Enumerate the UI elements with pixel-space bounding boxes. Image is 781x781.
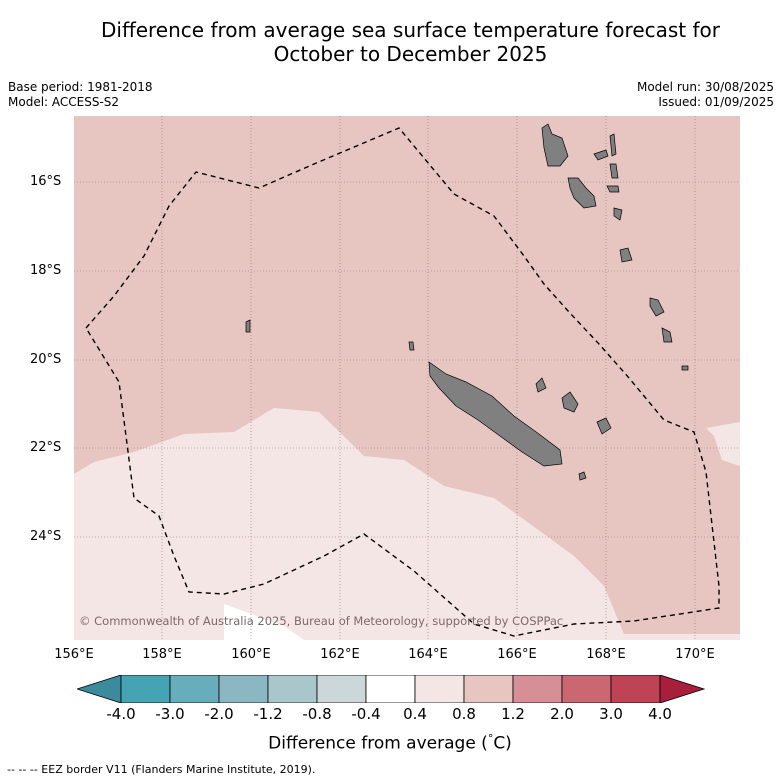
- vanuatu-5: [606, 185, 620, 193]
- colorbar-segment: [512, 675, 563, 703]
- lon-label-160e: 160°E: [231, 647, 271, 662]
- vanuatu-8: [619, 247, 633, 263]
- colorbar-segment: [120, 675, 171, 703]
- colorbar-label: Difference from average (°C): [180, 732, 600, 754]
- zone-0.4-0.8-east: [706, 422, 740, 466]
- colorbar-segment: [169, 675, 220, 703]
- colorbar-tick-label: -2.0: [204, 705, 234, 723]
- colorbar-segment: [365, 675, 416, 703]
- chesterfield-2: [408, 341, 415, 351]
- loyalty-islands-2: [561, 391, 579, 413]
- new-caledonia: [428, 361, 563, 467]
- colorbar: [77, 675, 706, 703]
- lat-label-18s: 18°S: [30, 263, 62, 278]
- colorbar-tick-label: 3.0: [599, 705, 623, 723]
- colorbar-extend-low: [77, 675, 122, 703]
- aneityum: [661, 327, 673, 343]
- colorbar-segment: [316, 675, 367, 703]
- vanuatu-4: [567, 177, 597, 209]
- colorbar-label-unit: C): [493, 733, 512, 754]
- colorbar-extend-high: [659, 675, 706, 703]
- base-period: Base period: 1981-2018: [8, 80, 153, 94]
- lon-label-162e: 162°E: [320, 647, 360, 662]
- lon-label-158e: 158°E: [142, 647, 182, 662]
- meta-right: Model run: 30/08/2025 Issued: 01/09/2025: [637, 80, 774, 110]
- anomaly-map: [74, 116, 740, 640]
- colorbar-tick-label: 0.4: [403, 705, 427, 723]
- small-island-1: [681, 365, 689, 371]
- zone-below-0.4: [224, 604, 304, 640]
- colorbar-tick-label: -1.2: [253, 705, 283, 723]
- colorbar-tick-label: 4.0: [648, 705, 672, 723]
- lon-label-168e: 168°E: [586, 647, 626, 662]
- copyright-notice: © Commonwealth of Australia 2025, Bureau…: [79, 614, 564, 628]
- title-line-1: Difference from average sea surface temp…: [100, 18, 720, 42]
- graticule: [74, 116, 740, 640]
- chesterfield-1: [245, 319, 251, 333]
- loyalty-islands-3: [596, 417, 612, 435]
- lon-label-164e: 164°E: [408, 647, 448, 662]
- vanuatu-7: [613, 207, 623, 221]
- colorbar-tick-label: -4.0: [106, 705, 136, 723]
- tanna: [649, 297, 665, 317]
- colorbar-label-text: Difference from average (: [268, 733, 488, 754]
- meta-left: Base period: 1981-2018 Model: ACCESS-S2: [8, 80, 153, 110]
- colorbar-label-degree: °: [487, 732, 494, 745]
- zone-0.4-0.8: [74, 408, 740, 640]
- vanuatu-6: [609, 163, 619, 179]
- lon-label-170e: 170°E: [675, 647, 715, 662]
- colorbar-tick-label: -3.0: [155, 705, 185, 723]
- colorbar-segment: [267, 675, 318, 703]
- issued-date: Issued: 01/09/2025: [658, 95, 774, 109]
- colorbar-tick-label: -0.8: [302, 705, 332, 723]
- model-name: Model: ACCESS-S2: [8, 95, 120, 109]
- vanuatu-2: [593, 149, 609, 161]
- colorbar-tick-label: 1.2: [501, 705, 525, 723]
- colorbar-segment: [414, 675, 465, 703]
- land: [245, 123, 689, 481]
- loyalty-islands-1: [535, 377, 547, 393]
- map-title: Difference from average sea surface temp…: [0, 18, 781, 66]
- lon-label-156e: 156°E: [54, 647, 94, 662]
- colorbar-segments: [77, 675, 706, 703]
- lat-label-16s: 16°S: [30, 174, 62, 189]
- eez-footnote: -- -- -- EEZ border V11 (Flanders Marine…: [7, 763, 316, 776]
- zone-0.8-1.2-south-tail: [574, 516, 714, 634]
- lat-label-24s: 24°S: [30, 529, 62, 544]
- lat-label-22s: 22°S: [30, 440, 62, 455]
- colorbar-tick-label: 0.8: [452, 705, 476, 723]
- lat-label-20s: 20°S: [30, 352, 62, 367]
- lon-label-166e: 166°E: [497, 647, 537, 662]
- eez-border: [85, 127, 720, 637]
- vanuatu-3: [609, 133, 617, 157]
- title-line-2: October to December 2025: [273, 42, 548, 66]
- vanuatu-1: [541, 123, 569, 167]
- colorbar-segment: [610, 675, 661, 703]
- colorbar-segment: [218, 675, 269, 703]
- model-run: Model run: 30/08/2025: [636, 80, 774, 94]
- colorbar-tick-label: 2.0: [550, 705, 574, 723]
- colorbar-tick-label: -0.4: [351, 705, 381, 723]
- walpole: [578, 471, 587, 481]
- colorbar-segment: [463, 675, 514, 703]
- colorbar-segment: [561, 675, 612, 703]
